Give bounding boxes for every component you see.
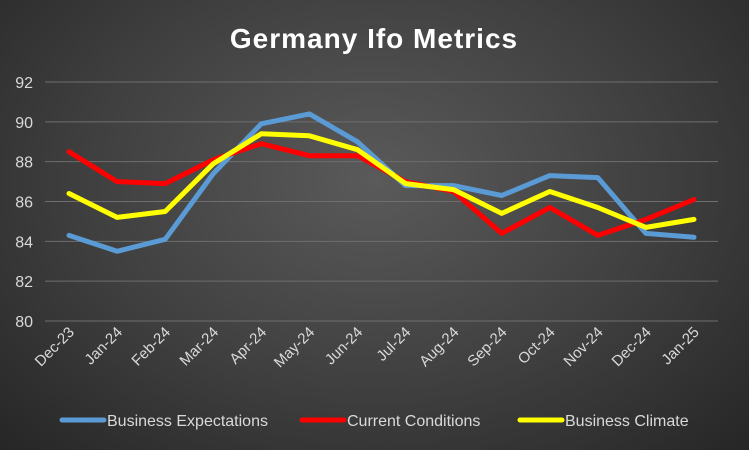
x-axis-ticks: Dec-23 Jan-24 Feb-24 Mar-24 Apr-24 May-24 Jun-…: [32, 324, 703, 371]
legend: Business Expectations Current Conditions B…: [59, 413, 689, 430]
x-tick-label: Mar-24: [176, 324, 222, 370]
x-tick-label: Feb-24: [128, 324, 174, 370]
y-tick-label: 86: [15, 195, 33, 212]
series-lines: [66, 111, 697, 254]
y-tick-label: 92: [15, 75, 33, 92]
x-tick-label: Apr-24: [226, 324, 270, 368]
x-tick-label: Sep-24: [464, 324, 510, 370]
x-tick-label: Jan-24: [81, 324, 125, 368]
x-tick-label: Oct-24: [515, 324, 559, 368]
series-line-business-climate: [66, 131, 697, 230]
y-tick-label: 82: [15, 274, 33, 291]
y-tick-label: 90: [15, 115, 33, 132]
x-tick-label: Nov-24: [560, 324, 606, 370]
legend-label: Business Expectations: [107, 413, 268, 430]
series-line-current-conditions: [66, 141, 697, 238]
x-tick-label: Aug-24: [416, 324, 462, 370]
legend-label: Business Climate: [565, 413, 689, 430]
y-tick-label: 84: [15, 234, 33, 251]
x-tick-label: May-24: [271, 324, 318, 371]
x-tick-label: Dec-24: [609, 324, 655, 370]
x-tick-label: Jan-25: [658, 324, 702, 368]
x-tick-label: Jul-24: [373, 324, 414, 365]
legend-label: Current Conditions: [347, 413, 480, 430]
x-tick-label: Jun-24: [322, 324, 366, 368]
y-axis-ticks: 80 82 84 86 88 90 92: [15, 75, 33, 331]
y-tick-label: 80: [15, 314, 33, 331]
x-tick-label: Dec-23: [32, 324, 78, 370]
chart-title: Germany Ifo Metrics: [230, 23, 518, 54]
y-tick-label: 88: [15, 155, 33, 172]
